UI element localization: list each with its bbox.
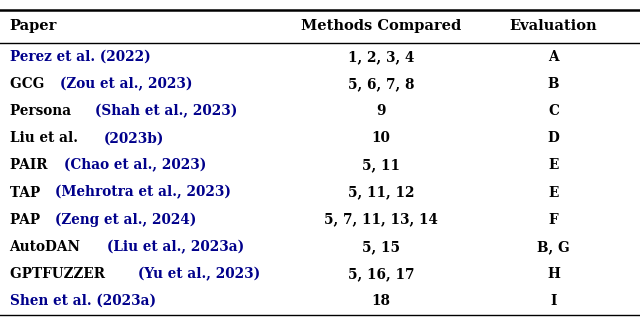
Text: E: E [548, 186, 559, 200]
Text: (Chao et al., 2023): (Chao et al., 2023) [64, 158, 206, 172]
Text: E: E [548, 158, 559, 172]
Text: GPTFUZZER: GPTFUZZER [10, 267, 109, 281]
Text: 5, 15: 5, 15 [362, 240, 400, 254]
Text: GCG: GCG [10, 77, 49, 91]
Text: 18: 18 [371, 294, 390, 308]
Text: Evaluation: Evaluation [510, 20, 597, 33]
Text: (Shah et al., 2023): (Shah et al., 2023) [95, 104, 237, 118]
Text: 5, 11, 12: 5, 11, 12 [348, 186, 414, 200]
Text: Perez et al. (2022): Perez et al. (2022) [10, 50, 150, 64]
Text: Persona: Persona [10, 104, 76, 118]
Text: H: H [547, 267, 560, 281]
Text: D: D [548, 131, 559, 145]
Text: 5, 7, 11, 13, 14: 5, 7, 11, 13, 14 [324, 213, 438, 227]
Text: Shen et al. (2023a): Shen et al. (2023a) [10, 294, 156, 308]
Text: 5, 11: 5, 11 [362, 158, 400, 172]
Text: 9: 9 [376, 104, 385, 118]
Text: Paper: Paper [10, 20, 57, 33]
Text: TAP: TAP [10, 186, 45, 200]
Text: AutoDAN: AutoDAN [10, 240, 85, 254]
Text: Methods Compared: Methods Compared [301, 20, 461, 33]
Text: PAP: PAP [10, 213, 44, 227]
Text: (2023b): (2023b) [104, 131, 164, 145]
Text: B, G: B, G [537, 240, 570, 254]
Text: 1, 2, 3, 4: 1, 2, 3, 4 [348, 50, 414, 64]
Text: (Zou et al., 2023): (Zou et al., 2023) [60, 77, 193, 91]
Text: Liu et al.: Liu et al. [10, 131, 83, 145]
Text: 5, 16, 17: 5, 16, 17 [348, 267, 414, 281]
Text: C: C [548, 104, 559, 118]
Text: F: F [548, 213, 559, 227]
Text: A: A [548, 50, 559, 64]
Text: I: I [550, 294, 557, 308]
Text: B: B [548, 77, 559, 91]
Text: (Liu et al., 2023a): (Liu et al., 2023a) [108, 240, 244, 254]
Text: (Zeng et al., 2024): (Zeng et al., 2024) [54, 213, 196, 227]
Text: 5, 6, 7, 8: 5, 6, 7, 8 [348, 77, 414, 91]
Text: PAIR: PAIR [10, 158, 52, 172]
Text: 10: 10 [371, 131, 390, 145]
Text: (Yu et al., 2023): (Yu et al., 2023) [138, 267, 260, 281]
Text: (Mehrotra et al., 2023): (Mehrotra et al., 2023) [55, 186, 230, 200]
